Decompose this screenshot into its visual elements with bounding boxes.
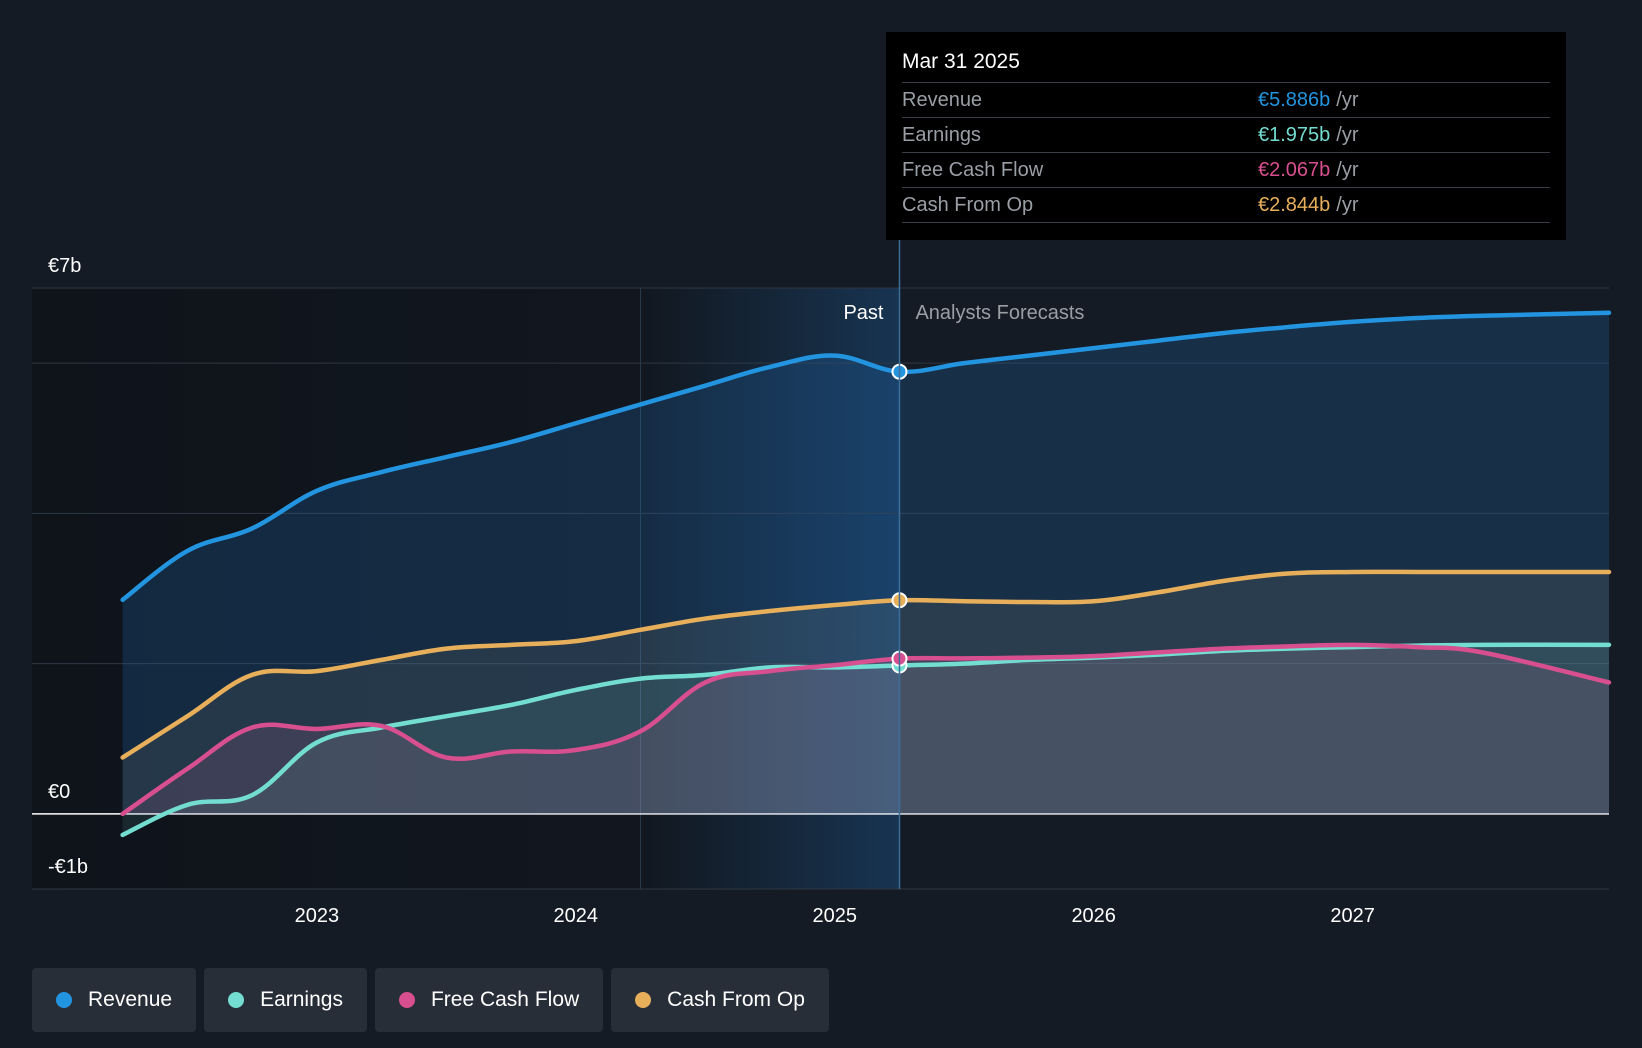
legend-label: Cash From Op bbox=[667, 988, 805, 1011]
x-tick-label: 2023 bbox=[295, 905, 340, 927]
legend-dot-icon bbox=[228, 992, 245, 1008]
legend-dot-icon bbox=[56, 992, 72, 1008]
chart-area: €7b €0 -€1b 2023 2024 2025 2026 2027 Past Analyst… bbox=[32, 240, 1612, 927]
highlight-region bbox=[640, 288, 900, 889]
forecast-label: Analysts Forecasts bbox=[915, 302, 1084, 324]
x-tick-label: 2026 bbox=[1071, 905, 1116, 927]
legend-item-revenue[interactable]: Revenue bbox=[32, 968, 197, 1032]
tooltip-unit: /yr bbox=[1336, 124, 1359, 146]
area-revenue bbox=[122, 312, 1609, 814]
tooltip-unit: /yr bbox=[1336, 159, 1359, 181]
series-line-revenue bbox=[120, 310, 1612, 603]
legend-dot-icon bbox=[635, 992, 652, 1008]
legend-item-cash-from-op[interactable]: Cash From Op bbox=[611, 968, 829, 1032]
tooltip-row-earnings: Earnings €1.975b /yr bbox=[902, 118, 1550, 153]
tooltip-row-cash-from-op: Cash From Op €2.844b /yr bbox=[902, 188, 1550, 223]
legend-item-free-cash-flow[interactable]: Free Cash Flow bbox=[374, 968, 604, 1032]
x-tick-label: 2027 bbox=[1330, 905, 1375, 927]
tooltip-date: Mar 31 2025 bbox=[902, 46, 1550, 83]
tooltip-value: €2.067b bbox=[1258, 159, 1331, 181]
x-tick-label: 2024 bbox=[554, 905, 599, 927]
tooltip-unit: /yr bbox=[1336, 194, 1359, 216]
legend-item-earnings[interactable]: Earnings bbox=[204, 968, 367, 1032]
legend-label: Revenue bbox=[88, 988, 173, 1011]
tooltip-label: Free Cash Flow bbox=[902, 159, 1044, 181]
y-tick-label: €0 bbox=[48, 781, 70, 803]
tooltip-unit: /yr bbox=[1336, 89, 1359, 111]
tooltip-label: Earnings bbox=[902, 124, 981, 146]
area-free-cash-flow bbox=[122, 644, 1609, 814]
area-earnings bbox=[122, 644, 1609, 835]
series-line-free-cash-flow bbox=[120, 642, 1612, 817]
tooltip-label: Cash From Op bbox=[902, 194, 1034, 216]
y-tick-label: -€1b bbox=[48, 856, 88, 878]
series-line-cash-from-op bbox=[120, 569, 1612, 760]
tooltip-row-free-cash-flow: Free Cash Flow €2.067b /yr bbox=[902, 153, 1550, 188]
legend-label: Free Cash Flow bbox=[430, 988, 580, 1011]
tooltip-row-revenue: Revenue €5.886b /yr bbox=[902, 83, 1550, 118]
tooltip-value: €5.886b bbox=[1258, 89, 1331, 111]
tooltip: Mar 31 2025 Revenue €5.886b /yr Earnings… bbox=[886, 32, 1566, 240]
legend-label: Earnings bbox=[260, 988, 343, 1011]
tooltip-value: €2.844b bbox=[1258, 194, 1331, 216]
tooltip-value: €1.975b bbox=[1258, 124, 1331, 146]
tooltip-label: Revenue bbox=[902, 89, 983, 111]
legend-dot-icon bbox=[398, 992, 415, 1008]
past-label: Past bbox=[843, 302, 883, 324]
x-tick-label: 2025 bbox=[812, 905, 857, 927]
legend: Revenue Earnings Free Cash Flow Cash Fro… bbox=[32, 968, 829, 1032]
y-tick-label: €7b bbox=[48, 255, 81, 277]
